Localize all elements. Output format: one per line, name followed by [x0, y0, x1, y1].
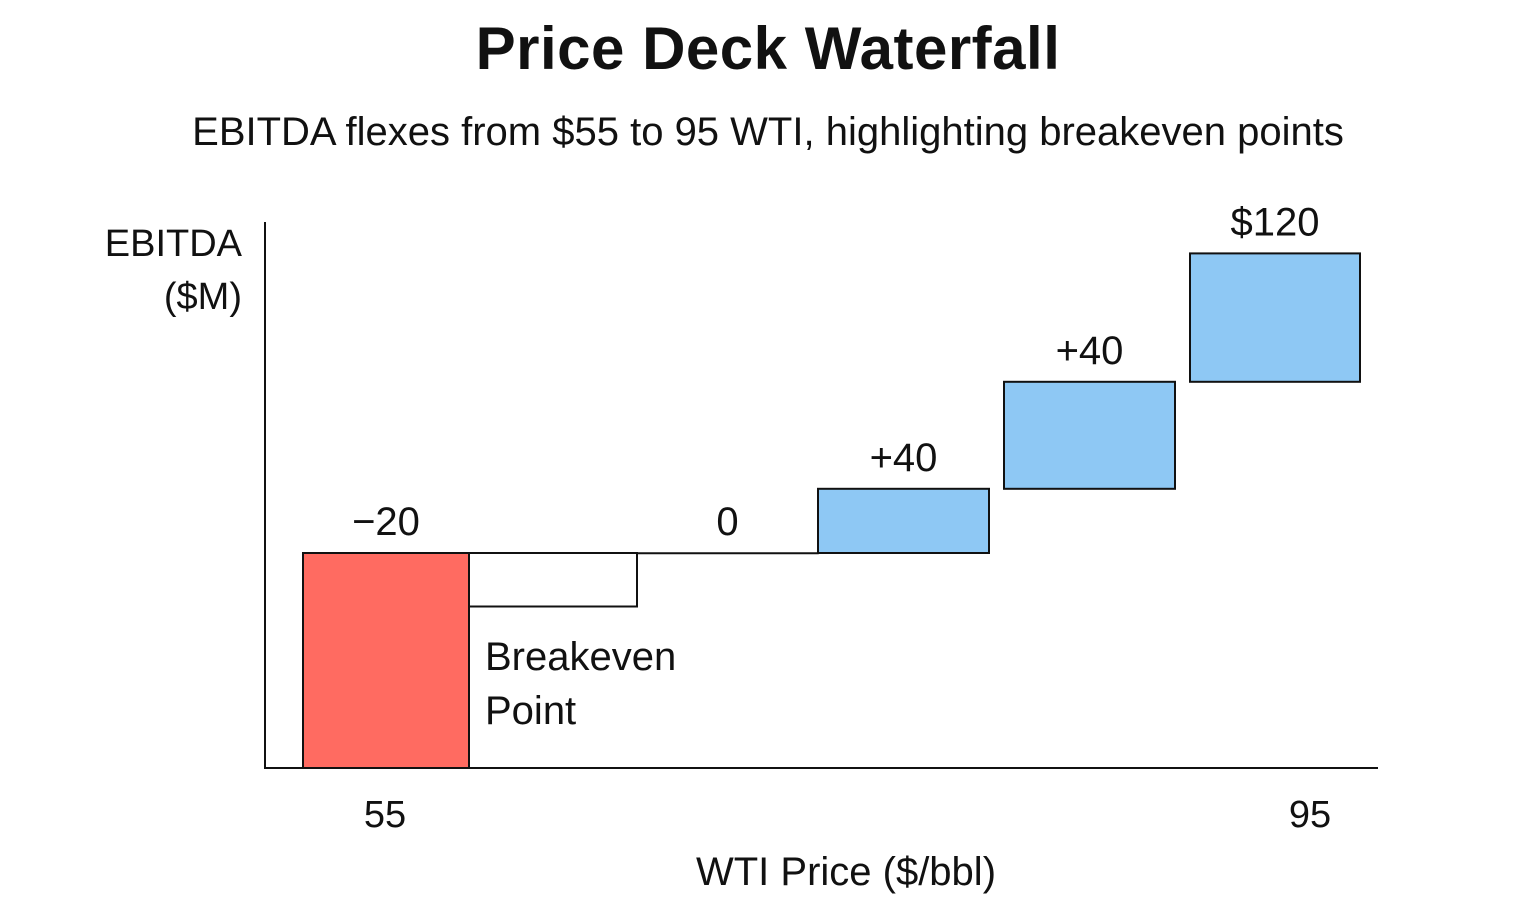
bar-value-label: +40 — [1056, 329, 1124, 373]
bar-value-label: +40 — [870, 436, 938, 480]
waterfall-bar — [1003, 380, 1176, 490]
labels-group: −20 0 +40 +40 $120 — [352, 200, 1319, 544]
bars-group — [302, 252, 1361, 769]
x-tick-label: 55 — [364, 794, 406, 836]
bar-value-label: −20 — [352, 500, 420, 544]
waterfall-bar — [817, 487, 990, 554]
x-tick-label: 95 — [1289, 794, 1331, 836]
chart-subtitle: EBITDA flexes from $55 to 95 WTI, highli… — [192, 110, 1344, 154]
waterfall-bar — [302, 552, 470, 769]
waterfall-bar — [1189, 252, 1361, 383]
chart-title: Price Deck Waterfall — [475, 15, 1061, 82]
breakeven-annotation-line-1: Breakeven — [485, 635, 676, 679]
x-axis-label: WTI Price ($/bbl) — [696, 850, 996, 894]
bar-value-label: 0 — [716, 500, 738, 544]
breakeven-annotation-line-2: Point — [485, 689, 576, 733]
waterfall-bar — [468, 552, 638, 608]
y-axis-label-line-1: EBITDA — [105, 223, 243, 265]
y-axis-label-line-2: ($M) — [164, 276, 242, 318]
bar-value-label: $120 — [1231, 200, 1320, 244]
waterfall-bar — [636, 552, 819, 555]
